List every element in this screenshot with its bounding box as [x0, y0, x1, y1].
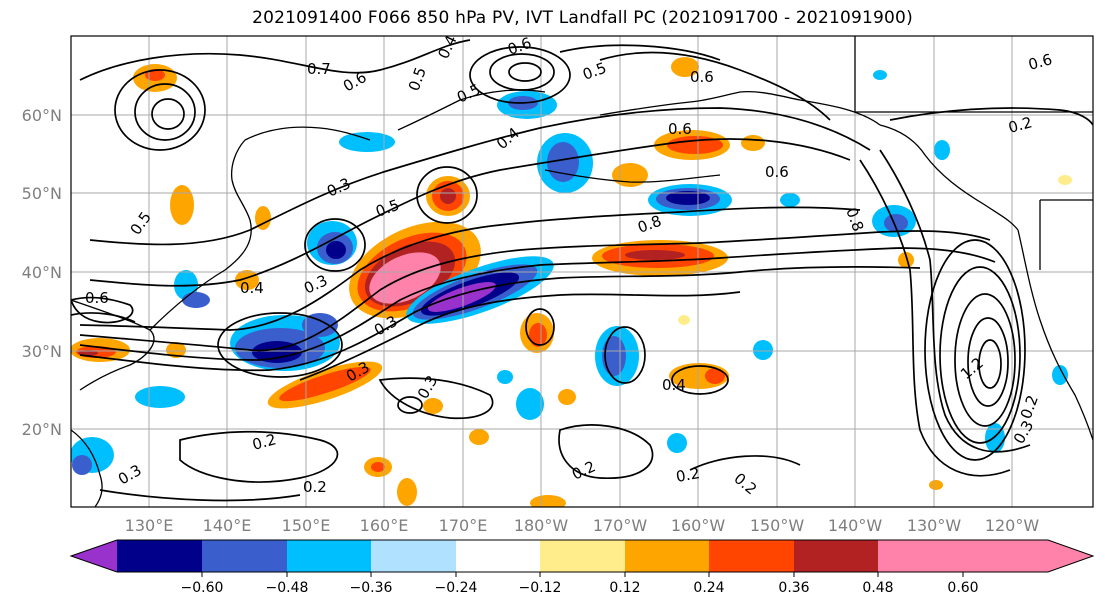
- lon-label: 140°E: [203, 516, 252, 535]
- lat-label-30n: 30°N: [22, 342, 62, 361]
- contour-label: 0.4: [240, 279, 264, 297]
- colorbar-segment: [963, 540, 1093, 572]
- colorbar-tick-label: −0.12: [519, 580, 562, 596]
- colorbar-segment: [117, 540, 202, 572]
- lon-label: 120°W: [985, 516, 1040, 535]
- lat-label-50n: 50°N: [22, 184, 62, 203]
- lon-label: 180°W: [514, 516, 569, 535]
- colorbar: −0.60 −0.48 −0.36 −0.24 −0.12 0.12 0.24 …: [69, 539, 1095, 596]
- colorbar-tick-label: 0.24: [693, 580, 724, 596]
- colorbar-segment: [287, 540, 371, 572]
- lon-label: 170°W: [593, 516, 648, 535]
- pv-contours: [71, 39, 1093, 502]
- contour-label: 0.2: [250, 430, 278, 454]
- colorbar-segment: [540, 540, 625, 572]
- lon-label: 150°E: [282, 516, 331, 535]
- contour-label: 0.6: [85, 289, 109, 307]
- map-frame: [70, 35, 1094, 508]
- colorbar-tick-label: −0.60: [181, 580, 224, 596]
- lat-label-40n: 40°N: [22, 263, 62, 282]
- colorbar-tick-label: −0.36: [350, 580, 393, 596]
- contour-label: 0.2: [1006, 113, 1034, 137]
- colorbar-tick-label: −0.24: [435, 580, 478, 596]
- contour-label: 0.4: [662, 376, 686, 394]
- figure-title: 2021091400 F066 850 hPa PV, IVT Landfall…: [252, 8, 913, 28]
- contour-label: 0.7: [307, 60, 331, 78]
- colorbar-segment: [794, 540, 878, 572]
- contour-label: 0.6: [690, 68, 714, 86]
- colorbar-segment: [625, 540, 709, 572]
- contour-label: 0.6: [505, 34, 534, 59]
- colorbar-tick-label: 0.60: [947, 580, 978, 596]
- colorbar-extend-min: [71, 540, 117, 572]
- colorbar-segment: [202, 540, 287, 572]
- colorbar-tick-label: −0.48: [266, 580, 309, 596]
- contour-label: 0.2: [675, 464, 702, 486]
- contour-label: 0.2: [303, 478, 327, 496]
- lat-label-60n: 60°N: [22, 106, 62, 125]
- contour-label: 0.6: [765, 163, 789, 181]
- lon-label: 130°W: [907, 516, 962, 535]
- lon-label: 160°W: [671, 516, 726, 535]
- lon-label: 170°E: [439, 516, 488, 535]
- longitude-labels: 130°E 140°E 150°E 160°E 170°E 180°W 170°…: [125, 516, 1040, 535]
- lon-label: 130°E: [125, 516, 174, 535]
- contour-label: 0.6: [668, 120, 692, 138]
- colorbar-segment: [456, 540, 540, 572]
- lon-label: 160°E: [360, 516, 409, 535]
- colorbar-tick-label: 0.48: [862, 580, 893, 596]
- colorbar-tick-label: 0.12: [609, 580, 640, 596]
- contour-label: 0.6: [1026, 50, 1054, 74]
- colorbar-segment: [709, 540, 794, 572]
- colorbar-ticks: [201, 572, 964, 577]
- lon-label: 150°W: [750, 516, 805, 535]
- colorbar-segment: [371, 540, 456, 572]
- lon-label: 140°W: [828, 516, 883, 535]
- lat-label-20n: 20°N: [22, 420, 62, 439]
- colorbar-tick-label: 0.36: [778, 580, 809, 596]
- colorbar-segment: [878, 540, 963, 572]
- latitude-labels: 60°N 50°N 40°N 30°N 20°N: [22, 106, 62, 439]
